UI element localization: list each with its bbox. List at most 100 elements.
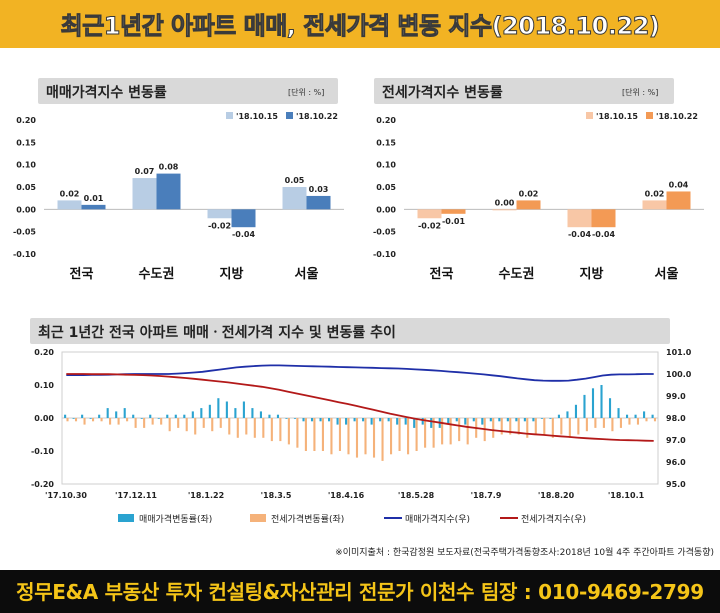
sale-change-bar bbox=[591, 388, 595, 418]
jeonse-category-label: 전국 bbox=[430, 266, 454, 282]
trend-x-tick-label: '18.10.1 bbox=[608, 491, 645, 500]
jeonse-change-bar bbox=[236, 418, 239, 438]
jeonse-change-bar bbox=[500, 418, 503, 435]
sale-change-bar bbox=[89, 418, 92, 419]
jeonse-change-bar bbox=[381, 418, 384, 461]
jeonse-change-bar bbox=[466, 418, 469, 445]
sale-data-label: 0.07 bbox=[135, 167, 155, 176]
jeonse-change-bar bbox=[628, 418, 631, 425]
jeonse-change-bar bbox=[330, 418, 333, 455]
jeonse-change-bar bbox=[134, 418, 137, 428]
sale-change-bar bbox=[259, 411, 262, 418]
sale-chart-title: 매매가격지수 변동률 bbox=[46, 85, 167, 101]
trend-x-tick-label: '17.12.11 bbox=[115, 491, 157, 500]
jeonse-change-bar bbox=[253, 418, 256, 438]
sale-change-bar bbox=[557, 414, 560, 418]
jeonse-change-bar bbox=[645, 418, 648, 422]
sale-data-label: 0.01 bbox=[84, 194, 104, 203]
sale-change-bar bbox=[472, 418, 475, 422]
sale-change-bar bbox=[157, 418, 160, 419]
jeonse-change-bar bbox=[126, 418, 129, 422]
sale-change-bar bbox=[217, 398, 220, 418]
trend-left-tick-label: 0.00 bbox=[34, 414, 54, 423]
trend-x-tick-label: '18.3.5 bbox=[261, 491, 292, 500]
sale-change-bar bbox=[481, 418, 484, 425]
jeonse-bar bbox=[567, 209, 592, 228]
jeonse-change-bar bbox=[585, 418, 588, 432]
sale-change-bar bbox=[72, 418, 75, 419]
trend-legend-label: 전세가격변동률(좌) bbox=[271, 513, 344, 525]
sale-change-bar bbox=[532, 418, 535, 422]
sale-change-bar bbox=[447, 418, 450, 425]
jeonse-change-bar bbox=[568, 418, 571, 438]
jeonse-change-bar bbox=[543, 418, 546, 435]
jeonse-ytick-label: 0.20 bbox=[376, 116, 396, 125]
jeonse-change-bar bbox=[577, 418, 580, 435]
trend-x-tick-label: '18.4.16 bbox=[328, 491, 365, 500]
footer-banner: 정무E&A 부동산 투자 컨설팅&자산관리 전문가 이천수 팀장 : 010-9… bbox=[0, 570, 720, 613]
sale-bar bbox=[231, 209, 256, 228]
sale-bar bbox=[282, 187, 307, 210]
jeonse-change-bar bbox=[219, 418, 222, 428]
sale-data-label: -0.04 bbox=[232, 230, 255, 239]
sale-change-bar bbox=[498, 418, 501, 422]
jeonse-change-bar bbox=[270, 418, 273, 442]
jeonse-change-bar bbox=[398, 418, 401, 451]
sale-change-bar bbox=[626, 414, 629, 418]
jeonse-change-bar bbox=[534, 418, 537, 435]
trend-x-tick-label: '17.10.30 bbox=[45, 491, 87, 500]
trend-chart-header: 최근 1년간 전국 아파트 매매ㆍ전세가격 지수 및 변동률 추이 bbox=[30, 318, 670, 344]
sale-change-bar bbox=[285, 418, 288, 419]
title-banner: 최근1년간 아파트 매매, 전세가격 변동 지수(2018.10.22) bbox=[0, 0, 720, 48]
sale-change-bar bbox=[64, 414, 67, 418]
sale-data-label: 0.05 bbox=[285, 176, 305, 185]
sale-change-bar bbox=[489, 418, 492, 422]
jeonse-change-bar bbox=[526, 418, 529, 438]
jeonse-change-bar bbox=[449, 418, 452, 445]
jeonse-change-bar bbox=[517, 418, 520, 435]
jeonse-change-bar bbox=[338, 418, 342, 451]
sale-change-bar bbox=[132, 414, 135, 418]
sale-change-bar bbox=[208, 404, 211, 418]
sale-change-bar bbox=[268, 414, 271, 418]
sale-change-bar bbox=[379, 418, 382, 422]
sale-change-bar bbox=[464, 418, 467, 425]
sale-change-bar bbox=[149, 414, 152, 418]
sale-bar bbox=[81, 204, 106, 210]
sale-change-bar bbox=[106, 408, 109, 418]
jeonse-change-bar bbox=[168, 418, 171, 432]
jeonse-ytick-label: 0.00 bbox=[376, 205, 396, 214]
jeonse-bar bbox=[516, 200, 541, 210]
jeonse-change-bar bbox=[407, 418, 410, 455]
jeonse-data-label: 0.02 bbox=[645, 189, 665, 198]
sale-change-bar bbox=[455, 418, 458, 422]
jeonse-chart-unit: [단위 : %] bbox=[622, 88, 659, 97]
sale-legend-swatch bbox=[226, 112, 233, 119]
jeonse-change-bar bbox=[424, 418, 427, 448]
jeonse-bar bbox=[666, 191, 691, 210]
jeonse-change-bar bbox=[151, 418, 154, 425]
jeonse-ytick-label: 0.10 bbox=[376, 161, 396, 170]
jeonse-change-bar bbox=[313, 418, 316, 451]
sale-index-line bbox=[66, 364, 654, 382]
jeonse-change-bar bbox=[347, 418, 350, 455]
jeonse-change-bar bbox=[160, 418, 163, 425]
jeonse-data-label: -0.04 bbox=[592, 230, 615, 239]
sale-change-bar bbox=[396, 418, 399, 425]
sale-change-bar bbox=[617, 408, 620, 418]
sale-change-chart: 0.20 0.15 0.10 0.05 0.00 -0.05 -0.10 0.02 0.01 전국… bbox=[13, 112, 344, 282]
jeonse-change-bar bbox=[194, 418, 197, 435]
trend-left-tick-label: -0.10 bbox=[31, 447, 54, 456]
jeonse-change-bar bbox=[109, 418, 112, 425]
jeonse-change-bar bbox=[321, 418, 324, 451]
sale-change-bar bbox=[166, 414, 169, 418]
jeonse-change-bar bbox=[143, 418, 146, 428]
sale-change-bar bbox=[430, 418, 433, 428]
sale-chart-header: 매매가격지수 변동률 bbox=[38, 78, 338, 104]
jeonse-change-bar bbox=[364, 418, 367, 455]
trend-chart-title: 최근 1년간 전국 아파트 매매ㆍ전세가격 지수 및 변동률 추이 bbox=[38, 325, 396, 341]
jeonse-change-bar bbox=[390, 418, 393, 455]
sale-ytick-label: -0.05 bbox=[13, 228, 36, 237]
jeonse-bar bbox=[591, 209, 616, 228]
trend-right-tick-label: 96.0 bbox=[666, 458, 686, 467]
